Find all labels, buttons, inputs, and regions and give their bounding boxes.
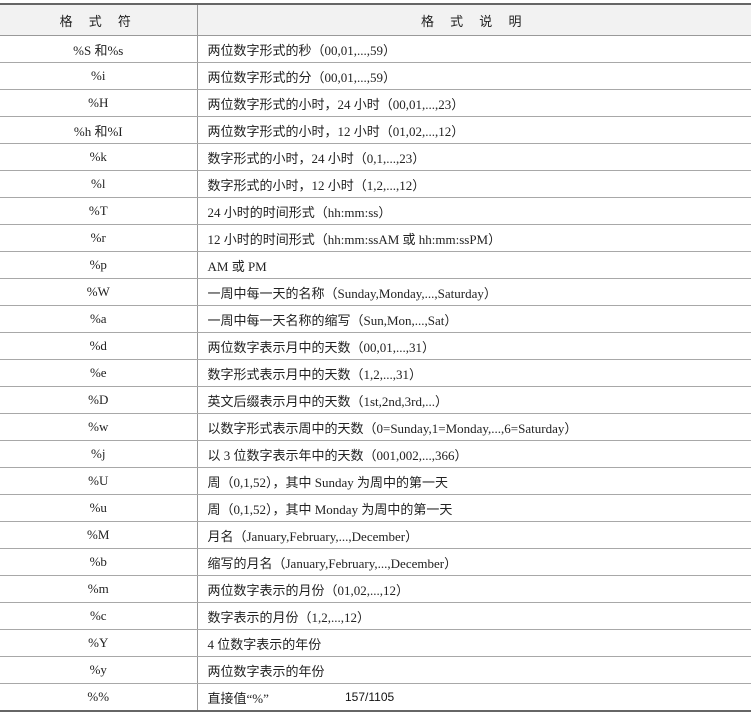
table-row: %M 月名（January,February,...,December）	[0, 521, 751, 549]
table-row: %w 以数字形式表示周中的天数（0=Sunday,1=Monday,...,6=S…	[0, 413, 751, 441]
format-description: 周（0,1,52），其中 Monday 为周中的第一天	[197, 494, 751, 522]
format-description: 数字表示的月份（1,2,...,12）	[197, 602, 751, 630]
table-row: %a 一周中每一天名称的缩写（Sun,Mon,...,Sat）	[0, 305, 751, 333]
format-description: 一周中每一天的名称（Sunday,Monday,...,Saturday）	[197, 278, 751, 306]
table-row: %c 数字表示的月份（1,2,...,12）	[0, 602, 751, 630]
format-specifier: %k	[0, 143, 198, 171]
table-row: %l 数字形式的小时，12 小时（1,2,...,12）	[0, 170, 751, 198]
format-description: 两位数字表示月中的天数（00,01,...,31）	[197, 332, 751, 360]
table-row: %W 一周中每一天的名称（Sunday,Monday,...,Saturday）	[0, 278, 751, 306]
format-description: 两位数字形式的秒（00,01,...,59）	[197, 35, 751, 63]
table-row: %u 周（0,1,52），其中 Monday 为周中的第一天	[0, 494, 751, 522]
table-row: %H 两位数字形式的小时，24 小时（00,01,...,23）	[0, 89, 751, 117]
format-description: 缩写的月名（January,February,...,December）	[197, 548, 751, 576]
format-specifier: %c	[0, 602, 198, 630]
table-row: %r 12 小时的时间形式（hh:mm:ssAM 或 hh:mm:ssPM）	[0, 224, 751, 252]
format-description: 24 小时的时间形式（hh:mm:ss）	[197, 197, 751, 225]
table-body: %S 和%s 两位数字形式的秒（00,01,...,59） %i 两位数字形式的分（0…	[0, 35, 751, 712]
format-specifier: %i	[0, 62, 198, 90]
format-specifier: %m	[0, 575, 198, 603]
format-description: 4 位数字表示的年份	[197, 629, 751, 657]
format-specifier: %h 和%I	[0, 116, 198, 144]
format-specifier: %W	[0, 278, 198, 306]
format-specifier: %r	[0, 224, 198, 252]
format-description: 一周中每一天名称的缩写（Sun,Mon,...,Sat）	[197, 305, 751, 333]
format-description: 英文后缀表示月中的天数（1st,2nd,3rd,...）	[197, 386, 751, 414]
format-description: 数字形式的小时，24 小时（0,1,...,23）	[197, 143, 751, 171]
format-description: 数字形式表示月中的天数（1,2,...,31）	[197, 359, 751, 387]
table-row: %S 和%s 两位数字形式的秒（00,01,...,59）	[0, 35, 751, 63]
format-specifier: %D	[0, 386, 198, 414]
format-specifier: %y	[0, 656, 198, 684]
format-description: AM 或 PM	[197, 251, 751, 279]
format-specifier: %l	[0, 170, 198, 198]
format-specifier: %u	[0, 494, 198, 522]
format-description: 12 小时的时间形式（hh:mm:ssAM 或 hh:mm:ssPM）	[197, 224, 751, 252]
format-description: 以 3 位数字表示年中的天数（001,002,...,366）	[197, 440, 751, 468]
table-header-row: 格 式 符 格 式 说 明	[0, 4, 751, 36]
format-table: 格 式 符 格 式 说 明 %S 和%s 两位数字形式的秒（00,01,...,5…	[0, 3, 751, 712]
format-description: 月名（January,February,...,December）	[197, 521, 751, 549]
format-specifier: %U	[0, 467, 198, 495]
table-row: %k 数字形式的小时，24 小时（0,1,...,23）	[0, 143, 751, 171]
format-description: 两位数字形式的小时，24 小时（00,01,...,23）	[197, 89, 751, 117]
format-specifier: %j	[0, 440, 198, 468]
table-row: %d 两位数字表示月中的天数（00,01,...,31）	[0, 332, 751, 360]
table-row: %h 和%I 两位数字形式的小时，12 小时（01,02,...,12）	[0, 116, 751, 144]
page-indicator: 157/1105	[345, 690, 395, 704]
format-description: 直接值“%”	[197, 683, 751, 712]
table-row: %j 以 3 位数字表示年中的天数（001,002,...,366）	[0, 440, 751, 468]
header-format-description: 格 式 说 明	[197, 4, 751, 36]
format-specifier: %%	[0, 683, 198, 712]
format-specifier: %Y	[0, 629, 198, 657]
format-description: 两位数字形式的小时，12 小时（01,02,...,12）	[197, 116, 751, 144]
table-row: %U 周（0,1,52），其中 Sunday 为周中的第一天	[0, 467, 751, 495]
format-specifier: %e	[0, 359, 198, 387]
table-row: %% 直接值“%”	[0, 683, 751, 712]
format-description: 两位数字表示的月份（01,02,...,12）	[197, 575, 751, 603]
table-row: %m 两位数字表示的月份（01,02,...,12）	[0, 575, 751, 603]
table-row: %T 24 小时的时间形式（hh:mm:ss）	[0, 197, 751, 225]
format-specifier: %w	[0, 413, 198, 441]
format-specifier: %b	[0, 548, 198, 576]
format-specifier: %H	[0, 89, 198, 117]
table-row: %y 两位数字表示的年份	[0, 656, 751, 684]
format-specifier: %a	[0, 305, 198, 333]
table-row: %D 英文后缀表示月中的天数（1st,2nd,3rd,...）	[0, 386, 751, 414]
format-description: 数字形式的小时，12 小时（1,2,...,12）	[197, 170, 751, 198]
format-specifier: %p	[0, 251, 198, 279]
format-specifier: %S 和%s	[0, 35, 198, 63]
format-description: 两位数字形式的分（00,01,...,59）	[197, 62, 751, 90]
table-row: %Y 4 位数字表示的年份	[0, 629, 751, 657]
format-specifier: %d	[0, 332, 198, 360]
header-format-specifier: 格 式 符	[0, 4, 198, 36]
table-row: %p AM 或 PM	[0, 251, 751, 279]
format-specifier: %M	[0, 521, 198, 549]
table-row: %e 数字形式表示月中的天数（1,2,...,31）	[0, 359, 751, 387]
format-description: 周（0,1,52），其中 Sunday 为周中的第一天	[197, 467, 751, 495]
table-row: %i 两位数字形式的分（00,01,...,59）	[0, 62, 751, 90]
table-row: %b 缩写的月名（January,February,...,December）	[0, 548, 751, 576]
format-description: 两位数字表示的年份	[197, 656, 751, 684]
format-description: 以数字形式表示周中的天数（0=Sunday,1=Monday,...,6=Sat…	[197, 413, 751, 441]
format-specifier: %T	[0, 197, 198, 225]
